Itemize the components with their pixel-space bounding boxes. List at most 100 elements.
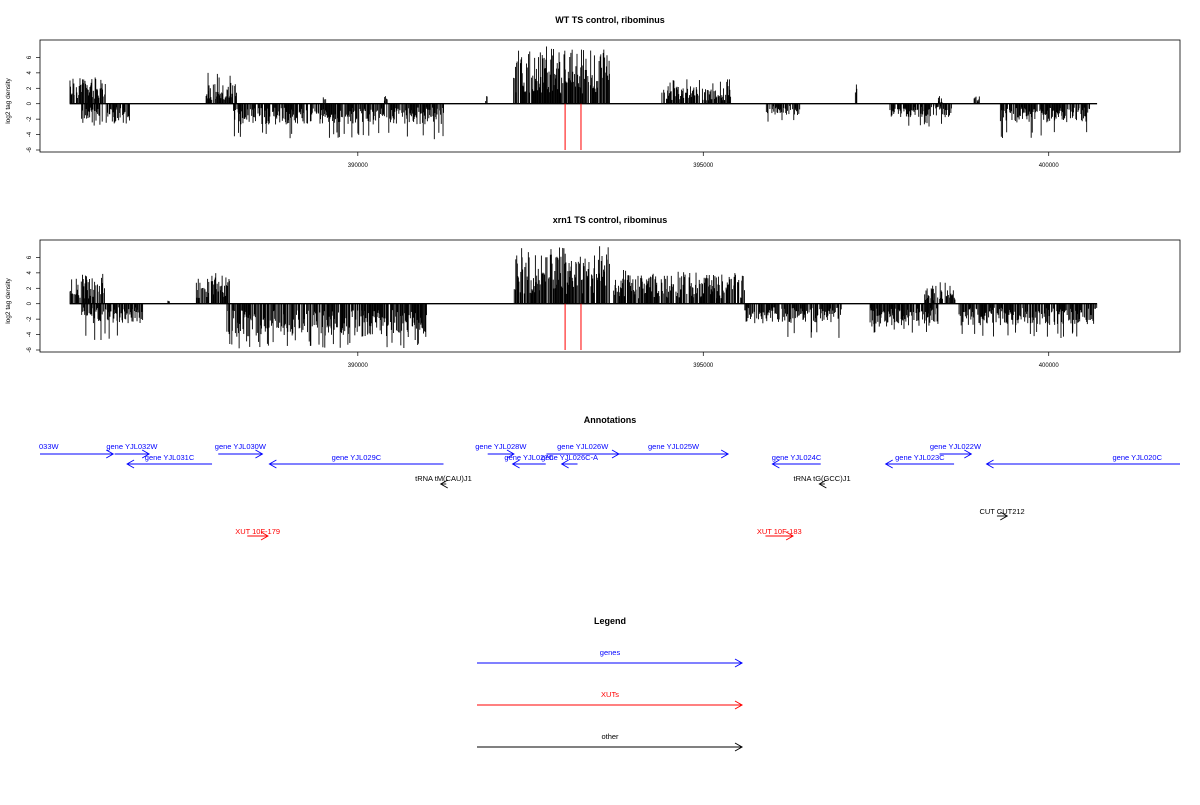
wt-plot-frame xyxy=(39,39,1181,153)
xrn1-track-title: xrn1 TS control, ribominus xyxy=(553,215,668,225)
feature-label: XUT 10F-179 xyxy=(235,527,280,536)
legend-item: genes xyxy=(477,648,744,668)
annotations-title: Annotations xyxy=(584,415,637,425)
feature-label: gene YJL020C xyxy=(1113,453,1163,462)
y-tick-label: 4 xyxy=(27,271,33,275)
xrn1-plot-frame xyxy=(39,239,1181,353)
feature-label: gene YJL032W xyxy=(106,442,158,451)
annotation-feature: tRNA tM(CAU)J1 xyxy=(415,474,472,489)
annotation-feature: gene YJL022W xyxy=(930,442,982,459)
annotation-feature: gene YJL029C xyxy=(268,453,444,469)
annotation-feature: gene YJL031C xyxy=(126,453,213,469)
y-tick-label: 2 xyxy=(27,86,33,90)
xrn1-x-axis: 390000 395000 400000 xyxy=(348,352,1060,369)
x-tick-label: 395000 xyxy=(693,163,714,169)
arrow-head xyxy=(560,459,569,469)
y-tick-label: 2 xyxy=(27,286,33,290)
arrow-head xyxy=(884,459,893,469)
xrn1-feature-markers xyxy=(564,303,582,350)
y-tick-label: -4 xyxy=(27,131,33,137)
annotation-feature: gene YJL027C xyxy=(504,453,554,469)
arrow-head xyxy=(1000,511,1009,521)
wt-y-axis-label: log2 tag density xyxy=(5,77,12,123)
arrow-head xyxy=(964,449,973,459)
annotation-feature: gene YJL030W xyxy=(215,442,267,459)
annotation-features: 033W gene YJL032W gene YJL031C gene YJL030W… xyxy=(39,442,1180,541)
y-tick-label: -6 xyxy=(27,147,33,153)
annotation-feature: gene YJL026C-A xyxy=(541,453,598,469)
arrow-head xyxy=(734,742,744,752)
x-tick-label: 400000 xyxy=(1039,163,1060,169)
feature-label: gene YJL028W xyxy=(475,442,527,451)
legend-label: XUTs xyxy=(601,690,619,699)
arrow-head xyxy=(260,531,269,541)
legend-item: XUTs xyxy=(477,690,744,710)
feature-label: XUT 10F-183 xyxy=(757,527,802,536)
x-tick-label: 395000 xyxy=(693,363,714,369)
legend-label: genes xyxy=(600,648,621,657)
annotation-feature: gene YJL032W xyxy=(106,442,158,459)
y-tick-label: -2 xyxy=(27,116,33,122)
wt-track-panel: WT TS control, ribominus log2 tag densit… xyxy=(5,15,1181,169)
annotation-feature: CUT CUT212 xyxy=(979,507,1025,521)
feature-label: 033W xyxy=(39,442,60,451)
legend-items: genes XUTs other xyxy=(477,648,744,752)
arrow-head xyxy=(985,459,994,469)
arrow-head xyxy=(818,479,827,489)
y-tick-label: 0 xyxy=(27,301,33,305)
legend-panel: Legend genes XUTs other xyxy=(477,616,744,752)
xrn1-y-axis: -6 -4 -2 0 2 4 6 xyxy=(27,255,40,353)
wt-y-axis: -6 -4 -2 0 2 4 6 xyxy=(27,55,40,153)
feature-label: gene YJL023C xyxy=(895,453,945,462)
arrow-head xyxy=(106,449,115,459)
arrow-head xyxy=(785,531,794,541)
annotation-feature: XUT 10F-179 xyxy=(235,527,280,541)
arrow-head xyxy=(268,459,277,469)
wt-track-title: WT TS control, ribominus xyxy=(555,15,665,25)
arrow-head xyxy=(126,459,135,469)
arrow-head xyxy=(255,449,264,459)
y-tick-label: -6 xyxy=(27,347,33,353)
annotation-feature: gene YJL025W xyxy=(618,442,730,459)
feature-label: tRNA tG(GCC)J1 xyxy=(794,474,851,483)
annotation-feature: 033W xyxy=(39,442,115,459)
feature-label: CUT CUT212 xyxy=(979,507,1024,516)
feature-label: gene YJL026W xyxy=(557,442,609,451)
wt-feature-markers xyxy=(564,103,582,150)
wt-x-axis: 390000 395000 400000 xyxy=(348,152,1060,169)
arrow-head xyxy=(511,459,520,469)
x-tick-label: 390000 xyxy=(348,363,369,369)
y-tick-label: 0 xyxy=(27,101,33,105)
arrow-head xyxy=(141,449,151,459)
feature-label: gene YJL031C xyxy=(145,453,195,462)
y-tick-label: -4 xyxy=(27,331,33,337)
y-tick-label: 4 xyxy=(27,71,33,75)
annotation-feature: gene YJL028W xyxy=(475,442,527,459)
feature-label: tRNA tM(CAU)J1 xyxy=(415,474,472,483)
legend-item: other xyxy=(477,732,744,752)
y-tick-label: 6 xyxy=(27,55,33,59)
annotation-feature: gene YJL024C xyxy=(771,453,822,469)
xrn1-density-bars xyxy=(69,246,1098,349)
y-tick-label: -2 xyxy=(27,316,33,322)
arrow-head xyxy=(771,459,780,469)
y-tick-label: 6 xyxy=(27,255,33,259)
feature-label: gene YJL025W xyxy=(648,442,700,451)
xrn1-y-axis-label: log2 tag density xyxy=(5,277,12,323)
annotation-feature: gene YJL023C xyxy=(884,453,955,469)
arrow-head xyxy=(734,658,744,668)
arrow-head xyxy=(734,700,744,710)
feature-label: gene YJL024C xyxy=(772,453,822,462)
annotation-feature: tRNA tG(GCC)J1 xyxy=(794,474,851,489)
arrow-head xyxy=(439,479,448,489)
x-tick-label: 390000 xyxy=(348,163,369,169)
feature-label: gene YJL029C xyxy=(332,453,382,462)
x-tick-label: 400000 xyxy=(1039,363,1060,369)
feature-label: gene YJL022W xyxy=(930,442,982,451)
annotation-feature: gene YJL020C xyxy=(985,453,1180,469)
arrow-head xyxy=(720,449,730,459)
feature-label: gene YJL026C-A xyxy=(541,453,598,462)
feature-label: gene YJL027C xyxy=(504,453,554,462)
